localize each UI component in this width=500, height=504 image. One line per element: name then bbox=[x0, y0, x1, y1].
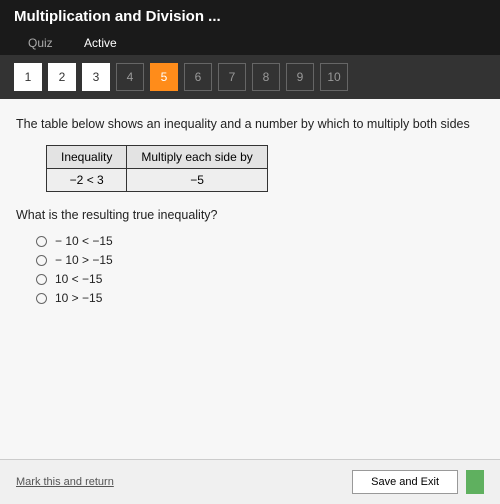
qnav-1[interactable]: 1 bbox=[14, 63, 42, 91]
option-a[interactable]: − 10 < −15 bbox=[36, 234, 484, 248]
footer-buttons: Save and Exit bbox=[352, 470, 484, 494]
qnav-3[interactable]: 3 bbox=[82, 63, 110, 91]
qnav-2[interactable]: 2 bbox=[48, 63, 76, 91]
question-text: What is the resulting true inequality? bbox=[16, 208, 484, 222]
inequality-table: Inequality Multiply each side by −2 < 3 … bbox=[46, 145, 268, 192]
radio-icon bbox=[36, 293, 47, 304]
option-c[interactable]: 10 < −15 bbox=[36, 272, 484, 286]
tab-active[interactable]: Active bbox=[70, 31, 131, 55]
qnav-9[interactable]: 9 bbox=[286, 63, 314, 91]
td-inequality: −2 < 3 bbox=[47, 169, 127, 192]
option-d[interactable]: 10 > −15 bbox=[36, 291, 484, 305]
options-group: − 10 < −15 − 10 > −15 10 < −15 10 > −15 bbox=[36, 234, 484, 305]
qnav-7[interactable]: 7 bbox=[218, 63, 246, 91]
tab-bar: Quiz Active bbox=[14, 31, 486, 55]
option-b[interactable]: − 10 > −15 bbox=[36, 253, 484, 267]
qnav-8[interactable]: 8 bbox=[252, 63, 280, 91]
td-multiply: −5 bbox=[127, 169, 267, 192]
question-nav: 1 2 3 4 5 6 7 8 9 10 bbox=[0, 55, 500, 99]
th-inequality: Inequality bbox=[47, 146, 127, 169]
save-exit-button[interactable]: Save and Exit bbox=[352, 470, 458, 494]
qnav-4[interactable]: 4 bbox=[116, 63, 144, 91]
header: Multiplication and Division ... Quiz Act… bbox=[0, 0, 500, 55]
qnav-10[interactable]: 10 bbox=[320, 63, 348, 91]
radio-icon bbox=[36, 274, 47, 285]
option-label: 10 < −15 bbox=[55, 272, 102, 286]
prompt-text: The table below shows an inequality and … bbox=[16, 117, 484, 131]
option-label: − 10 > −15 bbox=[55, 253, 113, 267]
option-label: 10 > −15 bbox=[55, 291, 102, 305]
radio-icon bbox=[36, 255, 47, 266]
qnav-6[interactable]: 6 bbox=[184, 63, 212, 91]
content-area: The table below shows an inequality and … bbox=[0, 99, 500, 459]
radio-icon bbox=[36, 236, 47, 247]
tab-quiz[interactable]: Quiz bbox=[14, 31, 67, 55]
mark-return-link[interactable]: Mark this and return bbox=[16, 476, 114, 488]
th-multiply: Multiply each side by bbox=[127, 146, 267, 169]
page-title: Multiplication and Division ... bbox=[14, 8, 486, 25]
option-label: − 10 < −15 bbox=[55, 234, 113, 248]
next-button[interactable] bbox=[466, 470, 484, 494]
footer: Mark this and return Save and Exit bbox=[0, 459, 500, 504]
qnav-5[interactable]: 5 bbox=[150, 63, 178, 91]
